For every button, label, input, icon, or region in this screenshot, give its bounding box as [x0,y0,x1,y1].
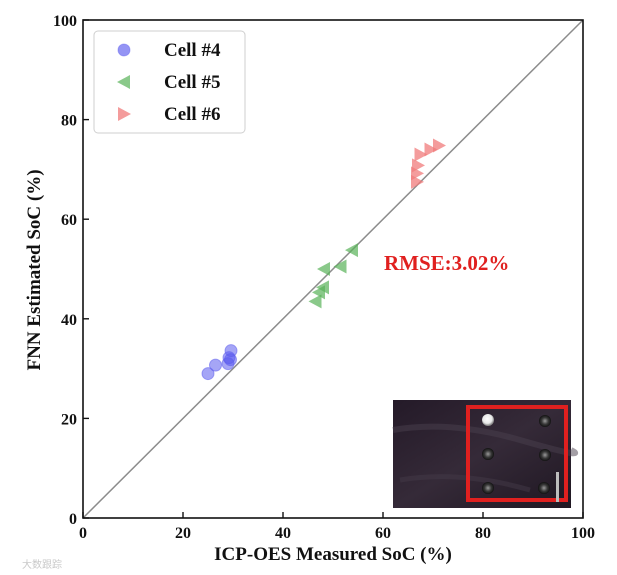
data-point-cell-5 [317,262,330,276]
reference-line-layer [82,19,584,519]
x-tick-label: 60 [375,525,391,542]
legend-marker-cell-4 [117,43,131,57]
legend-marker-cell-6 [118,107,131,121]
y-tick-label: 0 [69,511,77,528]
legend-box [93,30,246,134]
x-tick-label: 80 [475,525,491,542]
data-point-cell-6 [412,158,425,173]
rmse-annotation: RMSE:3.02% [384,251,509,275]
axes-layer: 0 20 40 60 80 100 0 20 40 60 80 100 [53,13,595,542]
x-tick-label: 40 [275,525,291,542]
x-tick-label: 20 [175,525,191,542]
inset-hole [482,414,494,426]
inset-hole [538,482,550,494]
data-point-cell-6 [414,147,428,162]
data-point-cell-6 [433,138,446,153]
reference-line-y-equals-x [82,19,584,519]
y-tick-label: 100 [53,13,77,30]
plot-frame [82,19,584,519]
data-point-cell-4 [201,367,215,381]
watermark: 大数跟踪 [22,558,62,571]
data-point-cell-5 [308,294,322,309]
legend: Cell #4 Cell #5 Cell #6 [93,30,246,134]
x-tick-label: 0 [79,525,87,542]
legend-label-cell-5: Cell #5 [164,72,220,93]
inset-hole [539,415,551,427]
y-axis-title: FNN Estimated SoC (%) [24,169,45,370]
x-tick-label: 100 [571,525,595,542]
y-tick-label: 80 [61,113,77,130]
inset-hole [539,449,551,461]
x-axis-title: ICP-OES Measured SoC (%) [214,544,452,565]
legend-marker-cell-5 [117,75,130,89]
legend-label-cell-4: Cell #4 [164,40,221,61]
data-point-cell-5 [316,280,329,295]
y-tick-label: 60 [61,212,77,229]
inset-probe [556,472,559,502]
inset-photo [392,400,579,508]
y-tick-label: 40 [61,312,77,329]
data-point-cell-4 [209,358,222,372]
inset-hole [482,448,494,460]
data-point-cell-4 [224,344,238,358]
data-point-cell-5 [345,243,358,258]
data-points-layer [201,138,446,381]
legend-label-cell-6: Cell #6 [164,104,220,125]
inset-hole [482,482,494,494]
inset-highlight-box [466,405,568,502]
data-point-cell-5 [333,259,347,274]
y-tick-label: 20 [61,411,77,428]
data-point-cell-6 [424,142,438,157]
